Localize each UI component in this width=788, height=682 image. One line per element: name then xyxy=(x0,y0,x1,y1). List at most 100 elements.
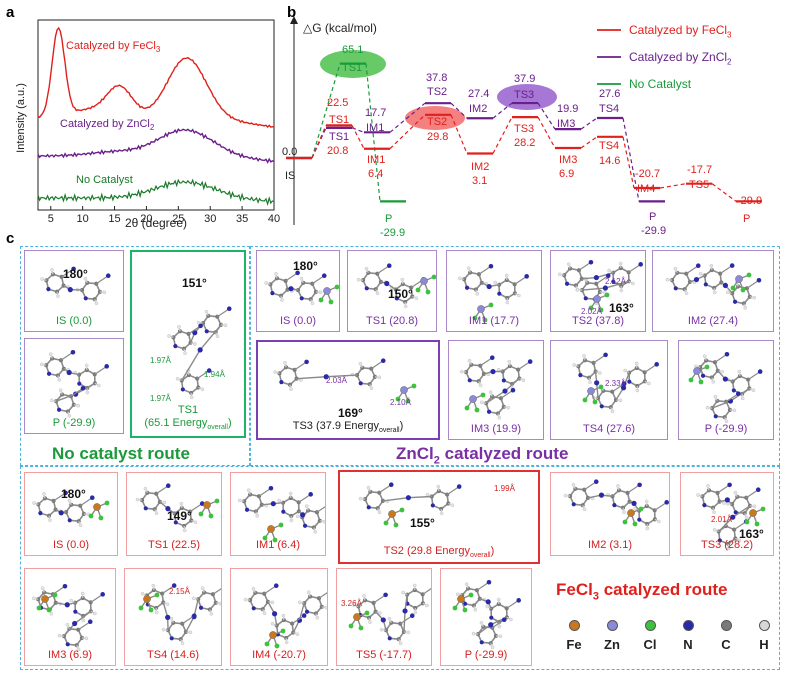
nocat-is-angle: 180° xyxy=(63,267,88,281)
level-label-fe-im1-val: 6.4 xyxy=(368,168,384,180)
atom-legend-fe-swatch xyxy=(568,620,580,631)
fecl3-connector-7 xyxy=(580,136,598,149)
zncl2-ts4-label: TS4 (27.6) xyxy=(583,423,635,435)
atom-legend-n: N xyxy=(670,618,706,664)
atom-legend-h-label: H xyxy=(759,637,769,652)
nocat-connector-2 xyxy=(365,63,381,202)
zncl2-ts1-label: TS1 (20.8) xyxy=(366,315,418,327)
xrd-tick-label-25: 25 xyxy=(172,213,184,225)
fecl3-route-title: FeCl3 catalyzed route xyxy=(556,580,727,602)
fecl3-ts4-molecule xyxy=(138,583,221,646)
level-label-zn-im2-val: 27.4 xyxy=(468,88,490,100)
nocat-ts1-angle: 151° xyxy=(182,276,207,290)
zncl2-im1-box: IM1 (17.7) xyxy=(446,250,542,332)
fecl3-ts1-molecule xyxy=(135,483,220,533)
nocat-p-molecule xyxy=(39,349,109,418)
zncl2-ts3-angle: 169° xyxy=(338,406,363,420)
zncl2-ts4-box: 2.33Å TS4 (27.6) xyxy=(550,340,668,440)
zncl2-ts2-d1: 2.12Å xyxy=(605,277,626,286)
xrd-tick-label-20: 20 xyxy=(140,213,152,225)
atom-legend-h: H xyxy=(746,618,782,664)
nocat-ts1-d2: 1.94Å xyxy=(204,370,225,379)
zncl2-ts1-angle: 150° xyxy=(388,287,413,301)
level-label-zn-p-name: P xyxy=(649,211,657,223)
fecl3-connector-6 xyxy=(537,116,556,149)
fecl3-im4-box: IM4 (-20.7) xyxy=(230,568,328,666)
fecl3-ts2-highlight xyxy=(405,106,465,130)
level-label-fe-ts2-val: 29.8 xyxy=(427,131,449,143)
level-label-zn-ts2-name: TS2 xyxy=(427,86,448,98)
legend-zncl2-sub: 2 xyxy=(727,57,732,67)
fecl3-connector-3 xyxy=(389,114,426,150)
level-label-nc-p-name: P xyxy=(385,213,393,225)
fecl3-connector-8 xyxy=(622,136,635,189)
level-label-nc-p-val: -29.9 xyxy=(380,227,406,239)
fecl3-ts3-angle: 163° xyxy=(739,527,764,541)
zncl2-is-molecule xyxy=(264,270,339,306)
level-label-zn-ts4-val: 27.6 xyxy=(599,88,621,100)
level-label-zn-im2-name: IM2 xyxy=(469,103,488,115)
xrd-tick-label-15: 15 xyxy=(108,213,120,225)
fecl3-ts2-box: 155° 1.99Å TS2 (29.8 Energyoverall) xyxy=(338,470,540,564)
zncl2-im2-label: IM2 (27.4) xyxy=(687,315,739,327)
legend-fecl3: Catalyzed by FeCl3 xyxy=(629,23,732,39)
zncl2-im2-molecule xyxy=(665,263,762,310)
nocat-ts1-energy: (65.1 Energyoverall) xyxy=(132,417,244,431)
level-label-fe-ts1-val: 22.5 xyxy=(327,97,349,109)
fecl3-ts5-box: 3.26Å TS5 (-17.7) xyxy=(336,568,432,666)
atom-legend-zn-swatch xyxy=(606,620,618,631)
fecl3-ts1-label: TS1 (22.5) xyxy=(148,539,200,551)
zncl2-ts4-d1: 2.33Å xyxy=(605,379,626,388)
zncl2-p-label: P (-29.9) xyxy=(704,423,748,435)
fecl3-connector-5 xyxy=(492,116,513,154)
zncl2-frame xyxy=(250,246,780,466)
xrd-tick-label-40: 40 xyxy=(268,213,280,225)
legend-zncl2-text: Catalyzed by ZnCl xyxy=(629,50,728,64)
fecl3-p-box: P (-29.9) xyxy=(440,568,532,666)
atom-legend-fe: Fe xyxy=(556,618,592,664)
panel-a-letter: a xyxy=(6,4,15,21)
level-label-fe-im1-name: IM1 xyxy=(367,154,386,166)
atom-legend-c: C xyxy=(708,618,744,664)
legend-nocat: No Catalyst xyxy=(629,77,691,91)
atom-legend-h-swatch xyxy=(758,620,770,631)
nocat-frame xyxy=(20,246,250,466)
panel-a: a 5 10 15 20 25 30 35 40 Intensity (a.u.) 2θ (d… xyxy=(0,0,285,230)
nocat-is-box: 180° IS (0.0) xyxy=(24,250,124,332)
nocat-ts1-energy-text: (65.1 Energy xyxy=(144,416,208,429)
level-label-fe-ts3-name: TS3 xyxy=(514,123,535,135)
level-label-zn-ts1-name: TS1 xyxy=(329,131,350,143)
legend-nocat-text: No Catalyst xyxy=(629,77,692,91)
nocat-p-label: P (-29.9) xyxy=(52,417,96,429)
legend-fecl3-text: Catalyzed by FeCl xyxy=(629,23,728,37)
fecl3-frame xyxy=(20,466,780,670)
xrd-label-fecl3-text: Catalyzed by FeCl xyxy=(66,40,156,52)
panel-b: b △G (kcal/mol) Catalyzed by FeCl3 Catal… xyxy=(282,0,788,240)
level-label-zn-ts3-name: TS3 xyxy=(514,89,535,101)
level-label-fe-ts2-name: TS2 xyxy=(427,116,448,128)
xrd-xlabel: 2θ (degree) xyxy=(125,216,187,230)
zncl2-ts2-label: TS2 (37.8) xyxy=(572,315,624,327)
xrd-ylabel: Intensity (a.u.) xyxy=(15,83,27,153)
level-label-fe-im2-name: IM2 xyxy=(471,161,490,173)
fecl3-connector-1 xyxy=(311,125,327,159)
zncl2-im1-label: IM1 (17.7) xyxy=(468,315,520,327)
fecl3-ts2-label-sub: overall xyxy=(469,552,491,559)
zncl2-ts2-box: 2.12Å 2.02Å 163° TS2 (37.8) xyxy=(550,250,646,332)
zncl2-route-title: ZnCl2 catalyzed route xyxy=(396,444,568,466)
zncl2-p-molecule xyxy=(688,351,763,424)
nocat-is-molecule xyxy=(40,266,111,306)
zncl2-is-label: IS (0.0) xyxy=(279,315,317,327)
fecl3-im4-molecule xyxy=(243,583,327,649)
level-label-fe-im2-val: 3.1 xyxy=(472,175,488,187)
xrd-label-zncl2-sub: 2 xyxy=(149,123,155,133)
xrd-label-fecl3: Catalyzed by FeCl3 xyxy=(66,40,160,54)
level-label-zn-im3-name: IM3 xyxy=(557,118,576,130)
xrd-tick-label-30: 30 xyxy=(204,213,216,225)
zncl2-is-box: 180° IS (0.0) xyxy=(256,250,340,332)
nocat-ts1-box: 151° 1.97Å 1.94Å 1.97Å TS1 (65.1 Energyo… xyxy=(130,250,246,438)
zncl2-route-title-post: catalyzed route xyxy=(439,444,569,463)
fecl3-ts2-label: TS2 (29.8 Energyoverall) xyxy=(340,545,538,559)
zncl2-is-angle: 180° xyxy=(293,259,318,273)
fecl3-ts5-d1: 3.26Å xyxy=(341,599,362,608)
